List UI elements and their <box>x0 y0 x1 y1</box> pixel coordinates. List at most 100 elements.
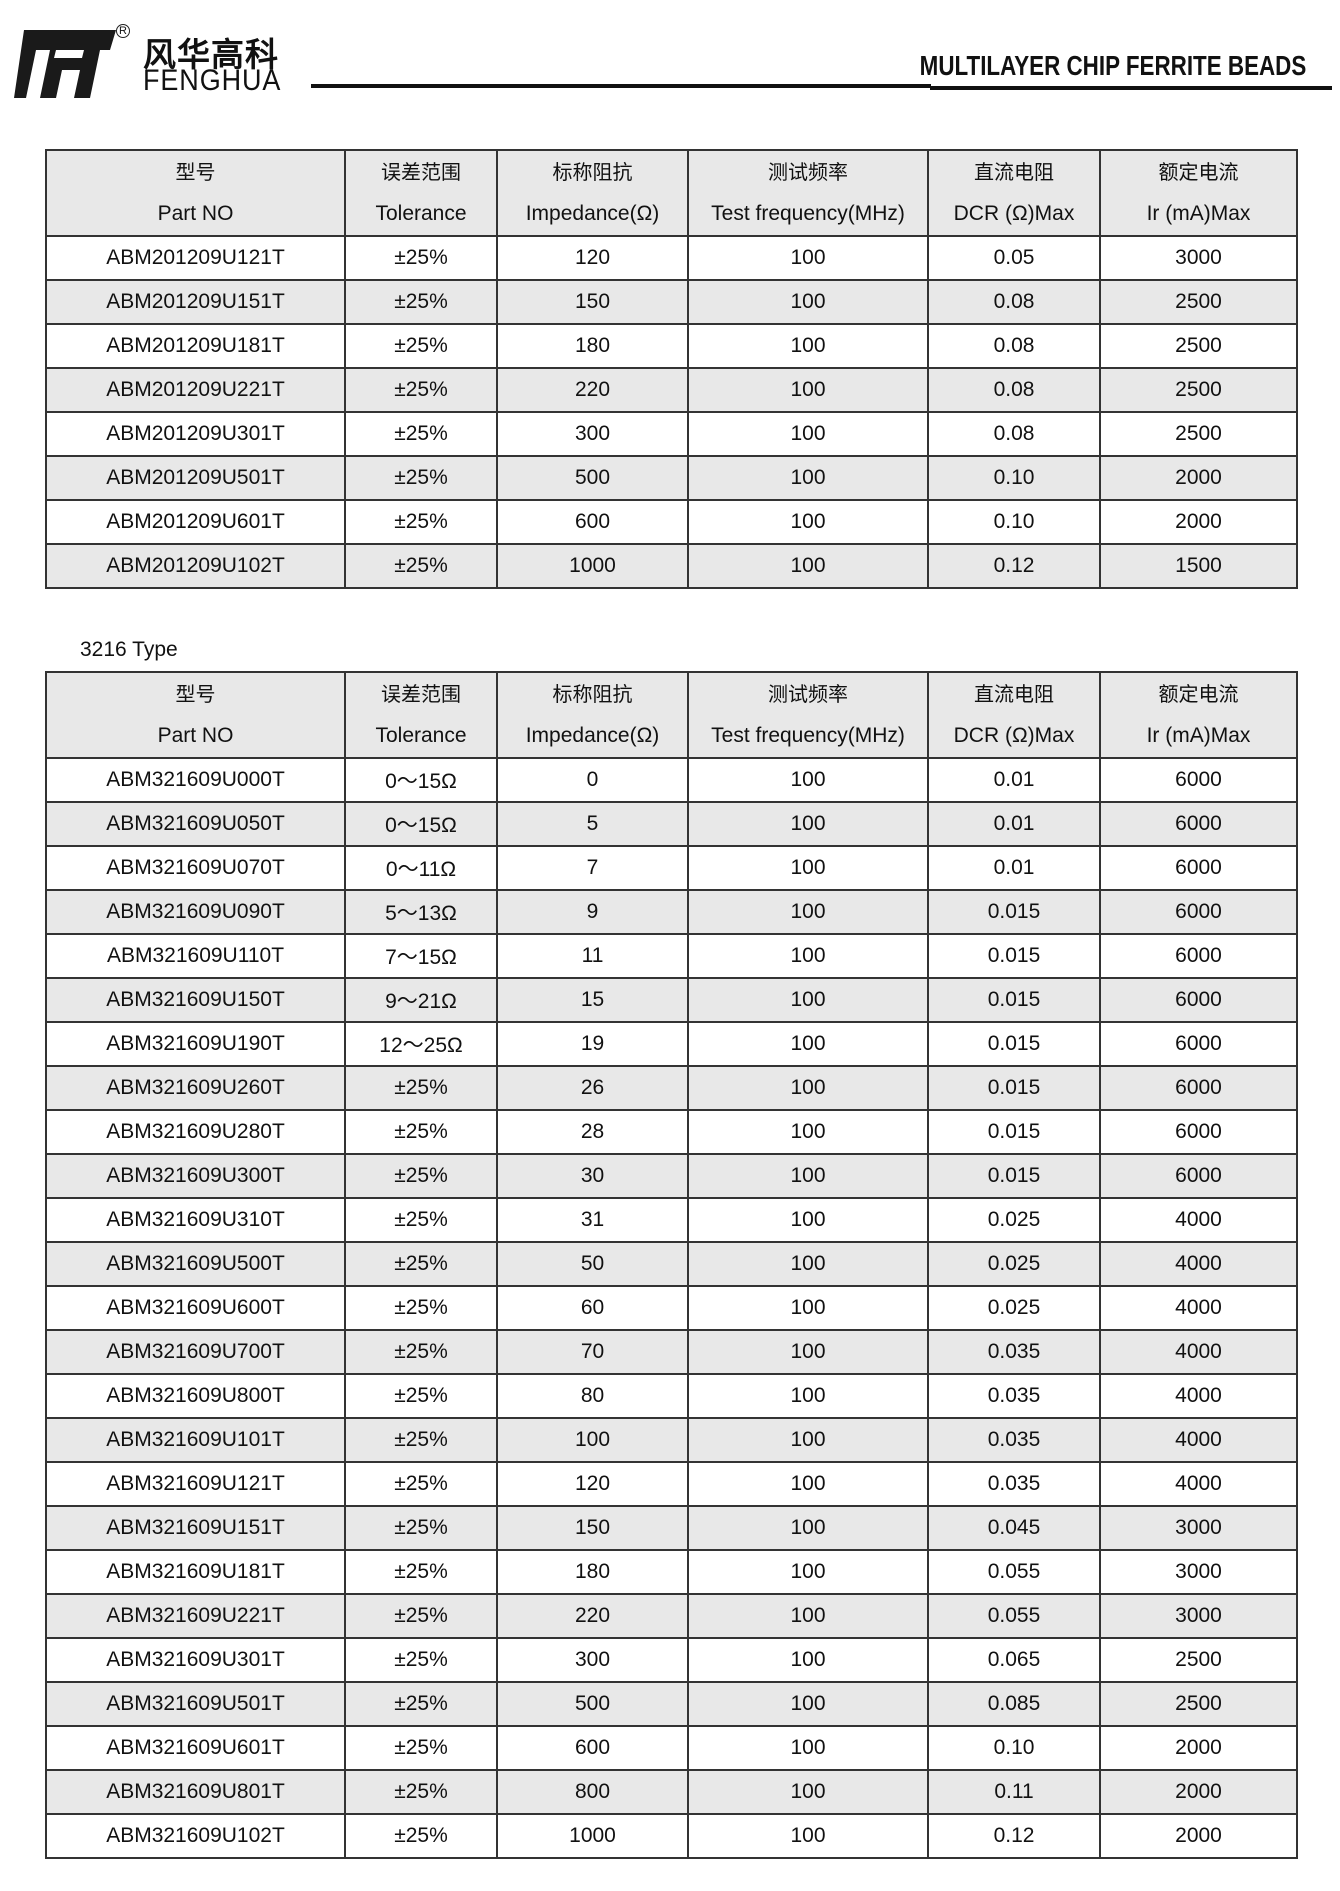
column-header-tolerance: 误差范围 Tolerance <box>344 149 498 237</box>
column-header-impedance: 标称阻抗 Impedance(Ω) <box>496 671 689 759</box>
cell-part-no: ABM321609U101T <box>45 1417 346 1463</box>
cell-test-frequency: 100 <box>687 1373 929 1419</box>
cell-tolerance: ±25% <box>344 323 498 369</box>
cell-tolerance: ±25% <box>344 367 498 413</box>
cell-tolerance: ±25% <box>344 1241 498 1287</box>
column-header-rated-current: 额定电流 Ir (mA)Max <box>1099 671 1298 759</box>
table-row: ABM321609U501T ±25% 500 100 0.085 2500 <box>45 1681 1298 1727</box>
cell-test-frequency: 100 <box>687 411 929 457</box>
table-row: ABM321609U102T ±25% 1000 100 0.12 2000 <box>45 1813 1298 1859</box>
cell-dcr: 0.015 <box>927 1021 1101 1067</box>
cell-tolerance: ±25% <box>344 499 498 545</box>
cell-test-frequency: 100 <box>687 323 929 369</box>
cell-test-frequency: 100 <box>687 1637 929 1683</box>
cell-part-no: ABM321609U260T <box>45 1065 346 1111</box>
cell-dcr: 0.035 <box>927 1373 1101 1419</box>
cell-impedance: 60 <box>496 1285 689 1331</box>
column-header-cn: 误差范围 <box>381 682 461 706</box>
cell-dcr: 0.025 <box>927 1241 1101 1287</box>
cell-impedance: 300 <box>496 411 689 457</box>
header-rule <box>311 84 931 88</box>
cell-rated-current: 6000 <box>1099 889 1298 935</box>
cell-part-no: ABM321609U121T <box>45 1461 346 1507</box>
column-header-test-frequency: 测试频率 Test frequency(MHz) <box>687 671 929 759</box>
cell-part-no: ABM321609U221T <box>45 1593 346 1639</box>
column-header-cn: 直流电阻 <box>974 160 1054 184</box>
column-header-cn: 测试频率 <box>768 160 848 184</box>
cell-test-frequency: 100 <box>687 1813 929 1859</box>
cell-test-frequency: 100 <box>687 543 929 589</box>
cell-impedance: 1000 <box>496 1813 689 1859</box>
table-row: ABM321609U301T ±25% 300 100 0.065 2500 <box>45 1637 1298 1683</box>
cell-dcr: 0.035 <box>927 1461 1101 1507</box>
cell-test-frequency: 100 <box>687 1153 929 1199</box>
cell-part-no: ABM321609U070T <box>45 845 346 891</box>
cell-part-no: ABM321609U601T <box>45 1725 346 1771</box>
cell-impedance: 31 <box>496 1197 689 1243</box>
cell-impedance: 26 <box>496 1065 689 1111</box>
column-header-en: Part NO <box>157 724 234 747</box>
cell-rated-current: 4000 <box>1099 1329 1298 1375</box>
cell-tolerance: ±25% <box>344 1549 498 1595</box>
cell-dcr: 0.035 <box>927 1329 1101 1375</box>
cell-dcr: 0.11 <box>927 1769 1101 1815</box>
cell-tolerance: 0～15Ω <box>344 757 498 803</box>
table-row: ABM201209U121T ±25% 120 100 0.05 3000 <box>45 235 1298 281</box>
cell-impedance: 600 <box>496 1725 689 1771</box>
header-rule-right <box>930 86 1332 90</box>
cell-part-no: ABM201209U301T <box>45 411 346 457</box>
table-row: ABM321609U601T ±25% 600 100 0.10 2000 <box>45 1725 1298 1771</box>
cell-rated-current: 6000 <box>1099 1021 1298 1067</box>
table-row: ABM321609U700T ±25% 70 100 0.035 4000 <box>45 1329 1298 1375</box>
cell-part-no: ABM321609U501T <box>45 1681 346 1727</box>
cell-test-frequency: 100 <box>687 1285 929 1331</box>
table-row: ABM321609U050T 0～15Ω 5 100 0.01 6000 <box>45 801 1298 847</box>
column-header-en: Tolerance <box>375 724 467 747</box>
document-title: MULTILAYER CHIP FERRITE BEADS <box>919 50 1306 81</box>
cell-rated-current: 4000 <box>1099 1197 1298 1243</box>
cell-part-no: ABM321609U310T <box>45 1197 346 1243</box>
cell-part-no: ABM321609U280T <box>45 1109 346 1155</box>
column-header-test-frequency: 测试频率 Test frequency(MHz) <box>687 149 929 237</box>
cell-rated-current: 2500 <box>1099 323 1298 369</box>
cell-rated-current: 2000 <box>1099 1813 1298 1859</box>
cell-test-frequency: 100 <box>687 1065 929 1111</box>
cell-dcr: 0.08 <box>927 323 1101 369</box>
cell-impedance: 80 <box>496 1373 689 1419</box>
column-header-cn: 误差范围 <box>381 160 461 184</box>
cell-test-frequency: 100 <box>687 845 929 891</box>
table-row: ABM321609U600T ±25% 60 100 0.025 4000 <box>45 1285 1298 1331</box>
cell-part-no: ABM321609U150T <box>45 977 346 1023</box>
table-row: ABM201209U181T ±25% 180 100 0.08 2500 <box>45 323 1298 369</box>
cell-part-no: ABM321609U110T <box>45 933 346 979</box>
cell-tolerance: ±25% <box>344 1197 498 1243</box>
table-header-row: 型号 Part NO 误差范围 Tolerance 标称阻抗 Impedance(Ω) 测试… <box>45 671 1298 759</box>
cell-test-frequency: 100 <box>687 367 929 413</box>
spec-table-3216: 型号 Part NO 误差范围 Tolerance 标称阻抗 Impedance(Ω) 测试… <box>45 671 1298 1859</box>
table-row: ABM321609U151T ±25% 150 100 0.045 3000 <box>45 1505 1298 1551</box>
cell-tolerance: ±25% <box>344 1417 498 1463</box>
cell-part-no: ABM201209U151T <box>45 279 346 325</box>
cell-impedance: 150 <box>496 1505 689 1551</box>
cell-part-no: ABM201209U221T <box>45 367 346 413</box>
cell-impedance: 300 <box>496 1637 689 1683</box>
cell-impedance: 0 <box>496 757 689 803</box>
cell-dcr: 0.015 <box>927 889 1101 935</box>
cell-dcr: 0.10 <box>927 1725 1101 1771</box>
cell-dcr: 0.12 <box>927 1813 1101 1859</box>
cell-dcr: 0.045 <box>927 1505 1101 1551</box>
table-row: ABM321609U801T ±25% 800 100 0.11 2000 <box>45 1769 1298 1815</box>
cell-tolerance: 0～15Ω <box>344 801 498 847</box>
cell-rated-current: 2000 <box>1099 1725 1298 1771</box>
cell-tolerance: ±25% <box>344 455 498 501</box>
cell-rated-current: 4000 <box>1099 1241 1298 1287</box>
cell-rated-current: 2500 <box>1099 367 1298 413</box>
cell-part-no: ABM321609U102T <box>45 1813 346 1859</box>
cell-test-frequency: 100 <box>687 279 929 325</box>
cell-rated-current: 4000 <box>1099 1285 1298 1331</box>
cell-impedance: 100 <box>496 1417 689 1463</box>
table-row: ABM321609U221T ±25% 220 100 0.055 3000 <box>45 1593 1298 1639</box>
cell-dcr: 0.08 <box>927 279 1101 325</box>
cell-test-frequency: 100 <box>687 455 929 501</box>
